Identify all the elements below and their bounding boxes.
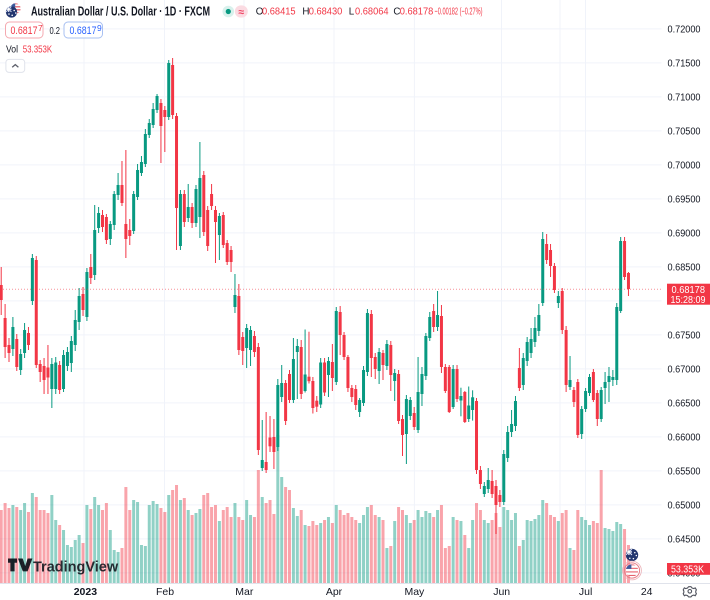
svg-text:0.68500: 0.68500	[668, 263, 701, 274]
svg-text:0.67500: 0.67500	[668, 331, 701, 342]
svg-text:0.70000: 0.70000	[668, 161, 701, 172]
svg-text:24: 24	[641, 586, 653, 598]
svg-text:53.353K: 53.353K	[671, 564, 704, 575]
svg-text:C: C	[393, 7, 400, 18]
svg-text:9: 9	[97, 23, 102, 33]
svg-text:2023: 2023	[74, 586, 98, 598]
svg-text:Mar: Mar	[235, 586, 254, 598]
svg-text:H: H	[302, 7, 309, 18]
svg-text:0.66500: 0.66500	[668, 399, 701, 410]
svg-text:Jun: Jun	[493, 586, 510, 598]
svg-text:0.6817: 0.6817	[70, 25, 97, 37]
svg-text:7: 7	[38, 23, 43, 33]
svg-text:TradingView: TradingView	[33, 560, 119, 576]
svg-text:0.69000: 0.69000	[668, 229, 701, 240]
svg-text:0.2: 0.2	[50, 25, 61, 37]
svg-text:0.65500: 0.65500	[668, 467, 701, 478]
svg-text:0.68064: 0.68064	[355, 7, 389, 18]
svg-text:0.64500: 0.64500	[668, 535, 701, 546]
svg-text:O: O	[256, 7, 264, 18]
svg-text:Vol: Vol	[6, 43, 18, 55]
svg-text:−0.00182 (−0.27%): −0.00182 (−0.27%)	[435, 7, 483, 18]
svg-text:Australian Dollar / U.S. Dolla: Australian Dollar / U.S. Dollar · 1D · F…	[31, 5, 210, 19]
svg-text:0.71500: 0.71500	[668, 59, 701, 70]
svg-text:0.67000: 0.67000	[668, 365, 701, 376]
svg-text:0.68178: 0.68178	[672, 285, 706, 296]
svg-text:0.72000: 0.72000	[668, 25, 701, 36]
svg-text:Jul: Jul	[579, 586, 592, 598]
svg-text:0.71000: 0.71000	[668, 93, 701, 104]
svg-text:Apr: Apr	[326, 586, 343, 598]
svg-text:0.69500: 0.69500	[668, 195, 701, 206]
svg-text:≈: ≈	[238, 7, 244, 19]
svg-text:0.68178: 0.68178	[400, 7, 434, 18]
svg-text:0.70500: 0.70500	[668, 127, 701, 138]
svg-text:0.66000: 0.66000	[668, 433, 701, 444]
svg-text:0.6817: 0.6817	[11, 25, 38, 37]
svg-text:Feb: Feb	[156, 586, 174, 598]
svg-text:0.68415: 0.68415	[262, 7, 296, 18]
svg-text:0.68430: 0.68430	[309, 7, 343, 18]
svg-text:L: L	[349, 7, 355, 18]
svg-text:53.353K: 53.353K	[23, 43, 53, 55]
svg-text:0.65000: 0.65000	[668, 501, 701, 512]
svg-text:May: May	[404, 586, 425, 598]
svg-text:15:28:09: 15:28:09	[671, 295, 706, 306]
